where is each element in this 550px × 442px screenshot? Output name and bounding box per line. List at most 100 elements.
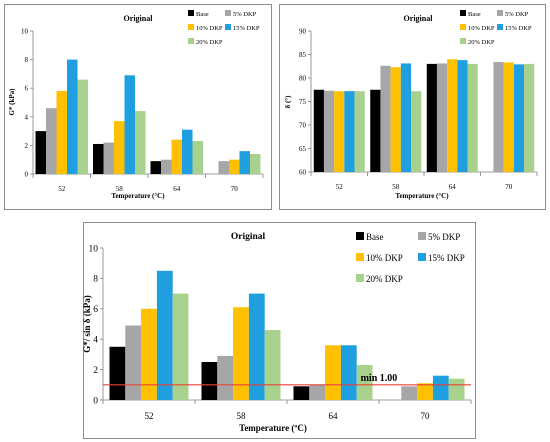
chart-panel-complex-modulus: Original 0 2 4 6 8 10 52 58 64 70 Temperature (°C) G…: [4, 4, 272, 210]
bar-20-dkp: [250, 153, 261, 174]
y-tick-label: 65: [299, 145, 307, 153]
bar-10-dkp: [171, 139, 182, 174]
legend-label: 15% DKP: [505, 25, 532, 32]
y-tick-label: 75: [299, 98, 307, 106]
x-axis-label: Temperature (°C): [111, 192, 165, 200]
bar-5-dkp: [103, 142, 114, 174]
legend-label: 5% DKP: [505, 11, 529, 18]
legend-label: 5% DKP: [233, 11, 257, 18]
bar-15-dkp: [344, 91, 355, 172]
x-tick-label: 58: [237, 411, 247, 421]
bar-10-dkp: [325, 345, 341, 400]
bar-20-dkp: [411, 91, 422, 172]
legend-label: 20% DKP: [366, 274, 403, 284]
bar-5-dkp: [125, 325, 142, 400]
bar-15-dkp: [239, 151, 250, 174]
bar-base: [150, 161, 161, 174]
x-axis-label: Temperature (°C): [395, 192, 449, 200]
bar-15-dkp: [340, 345, 357, 400]
bar-5-dkp: [46, 108, 57, 174]
bar-20-dkp: [524, 63, 535, 172]
bar-5-dkp: [323, 90, 335, 172]
bar-base: [93, 143, 104, 174]
legend-label: 5% DKP: [428, 232, 460, 242]
bar-20-dkp: [192, 141, 203, 174]
y-tick-label: 2: [25, 142, 29, 150]
bar-15-dkp: [432, 375, 449, 400]
x-tick-label: 64: [173, 185, 181, 193]
bar-15-dkp: [248, 293, 265, 400]
legend-label: 10% DKP: [366, 253, 403, 263]
x-tick-label: 70: [421, 411, 431, 421]
bar-5-dkp: [309, 384, 326, 400]
bar-20-dkp: [77, 79, 88, 174]
y-tick-label: 0: [25, 170, 29, 178]
chart-phase-angle: Original 60 65 70 75 80 85 90 52 58 64 70 Temperatur…: [284, 10, 538, 200]
chart-title: Original: [124, 14, 154, 23]
bar-10-dkp: [503, 62, 514, 172]
legend-swatch: [497, 24, 503, 30]
legend-label: Base: [468, 11, 481, 18]
bar-base: [35, 131, 46, 174]
y-tick-label: 4: [25, 113, 29, 121]
y-tick-label: 2: [93, 366, 98, 376]
x-tick-label: 70: [231, 185, 239, 193]
y-tick-label: 80: [299, 74, 307, 82]
bar-15-dkp: [156, 270, 173, 400]
reference-line-label: min 1.00: [361, 373, 398, 384]
x-tick-label: 58: [116, 185, 124, 193]
bar-10-dkp: [447, 59, 458, 173]
bar-20-dkp: [354, 91, 365, 172]
bar-10-dkp: [334, 91, 345, 172]
legend-swatch: [188, 10, 194, 16]
y-tick-label: 6: [93, 305, 98, 315]
legend-label: Base: [366, 232, 384, 242]
legend-label: 10% DKP: [196, 25, 223, 32]
bar-5-dkp: [493, 62, 504, 172]
bar-base: [426, 63, 437, 172]
legend-swatch: [356, 232, 364, 240]
bar-5-dkp: [380, 65, 391, 172]
bar-10-dkp: [229, 159, 240, 174]
bar-5-dkp: [161, 159, 172, 174]
chart-complex-modulus: Original 0 2 4 6 8 10 52 58 64 70 Temperature (°C) G…: [8, 10, 264, 200]
y-tick-label: 8: [93, 275, 98, 285]
legend-label: 15% DKP: [233, 25, 260, 32]
y-tick-label: 10: [21, 27, 29, 35]
legend-label: 20% DKP: [196, 39, 223, 46]
bar-base: [313, 89, 324, 172]
bar-15-dkp: [182, 129, 193, 174]
legend-swatch: [356, 274, 364, 282]
chart-title: Original: [231, 232, 266, 242]
legend-swatch: [225, 10, 231, 16]
legend-label: 15% DKP: [428, 253, 465, 263]
legend-swatch: [356, 253, 364, 261]
x-tick-label: 64: [449, 183, 457, 191]
x-tick-label: 52: [336, 183, 344, 191]
legend-swatch: [418, 232, 426, 240]
bar-5-dkp: [401, 386, 418, 400]
bar-10-dkp: [390, 67, 401, 172]
x-tick-label: 64: [329, 411, 339, 421]
y-tick-label: 0: [93, 396, 98, 406]
bar-15-dkp: [513, 64, 525, 172]
bar-5-dkp: [217, 355, 234, 400]
bar-20-dkp: [172, 293, 189, 400]
bar-15-dkp: [124, 75, 135, 174]
legend-swatch: [460, 38, 466, 44]
chart-panel-rutting-parameter: Original 0 2 4 6 8 10 52 58 64 70 min 1.00 Temperatu…: [82, 222, 476, 439]
legend-label: Base: [196, 11, 209, 18]
x-tick-label: 52: [145, 411, 154, 421]
y-tick-label: 6: [25, 85, 29, 93]
bar-base: [201, 362, 218, 400]
bar-5-dkp: [218, 161, 229, 174]
legend-swatch: [460, 24, 466, 30]
x-axis-label: Temperature (ºC): [239, 423, 307, 433]
legend-swatch: [460, 10, 466, 16]
y-tick-label: 4: [93, 336, 98, 346]
legend-label: 10% DKP: [468, 25, 495, 32]
y-tick-label: 60: [299, 168, 307, 176]
bar-10-dkp: [114, 121, 125, 174]
chart-title: Original: [404, 14, 434, 23]
chart-panel-phase-angle: Original 60 65 70 75 80 85 90 52 58 64 70 Temperatur…: [279, 4, 546, 210]
